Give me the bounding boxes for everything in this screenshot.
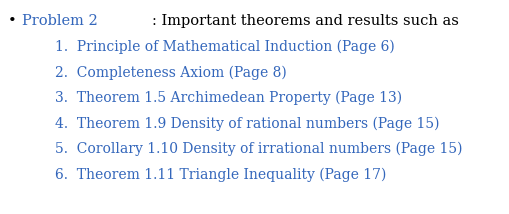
Text: 1.  Principle of Mathematical Induction (Page 6): 1. Principle of Mathematical Induction (…: [55, 40, 395, 54]
Text: 5.  Corollary 1.10 Density of irrational numbers (Page 15): 5. Corollary 1.10 Density of irrational …: [55, 142, 463, 156]
Text: Problem 2: Problem 2: [22, 14, 98, 28]
Text: : Important theorems and results such as: : Important theorems and results such as: [152, 14, 459, 28]
Text: 2.  Completeness Axiom (Page 8): 2. Completeness Axiom (Page 8): [55, 65, 287, 80]
Text: 4.  Theorem 1.9 Density of rational numbers (Page 15): 4. Theorem 1.9 Density of rational numbe…: [55, 116, 439, 131]
Text: 3.  Theorem 1.5 Archimedean Property (Page 13): 3. Theorem 1.5 Archimedean Property (Pag…: [55, 91, 402, 105]
Text: •: •: [8, 14, 17, 28]
Text: 6.  Theorem 1.11 Triangle Inequality (Page 17): 6. Theorem 1.11 Triangle Inequality (Pag…: [55, 168, 386, 182]
